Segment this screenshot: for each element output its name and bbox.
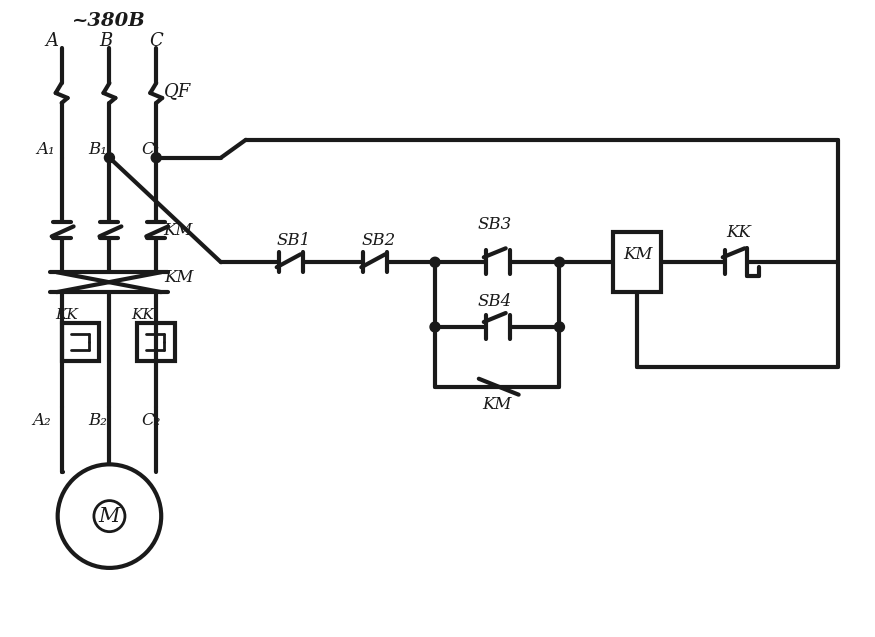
Circle shape [151, 153, 161, 162]
Text: A₁: A₁ [37, 141, 55, 158]
Bar [613, 233, 661, 292]
Text: A: A [46, 32, 59, 50]
Circle shape [555, 322, 564, 332]
Text: SB4: SB4 [478, 292, 512, 310]
Text: M: M [99, 506, 120, 526]
Circle shape [555, 257, 564, 268]
Text: B: B [100, 32, 113, 50]
Text: QF: QF [164, 82, 192, 100]
Text: B₁: B₁ [88, 141, 108, 158]
Text: KK: KK [56, 308, 79, 322]
Text: B₂: B₂ [88, 412, 108, 429]
Text: KK: KK [727, 224, 752, 241]
Text: KM: KM [164, 222, 192, 239]
Text: C₂: C₂ [141, 412, 161, 429]
Bar [61, 323, 100, 361]
Text: A₂: A₂ [31, 412, 51, 429]
Text: KM: KM [164, 269, 193, 285]
Text: KK: KK [131, 308, 154, 322]
Circle shape [104, 153, 115, 162]
Text: SB3: SB3 [478, 216, 512, 233]
Text: C: C [150, 32, 163, 50]
Text: SB1: SB1 [276, 232, 311, 249]
Text: ~380B: ~380B [72, 12, 145, 31]
Text: KM: KM [482, 396, 511, 413]
Circle shape [430, 257, 440, 268]
Text: C₁: C₁ [141, 141, 161, 158]
Text: SB2: SB2 [361, 232, 396, 249]
Circle shape [430, 322, 440, 332]
Text: KM: KM [623, 246, 653, 263]
Bar [137, 323, 175, 361]
